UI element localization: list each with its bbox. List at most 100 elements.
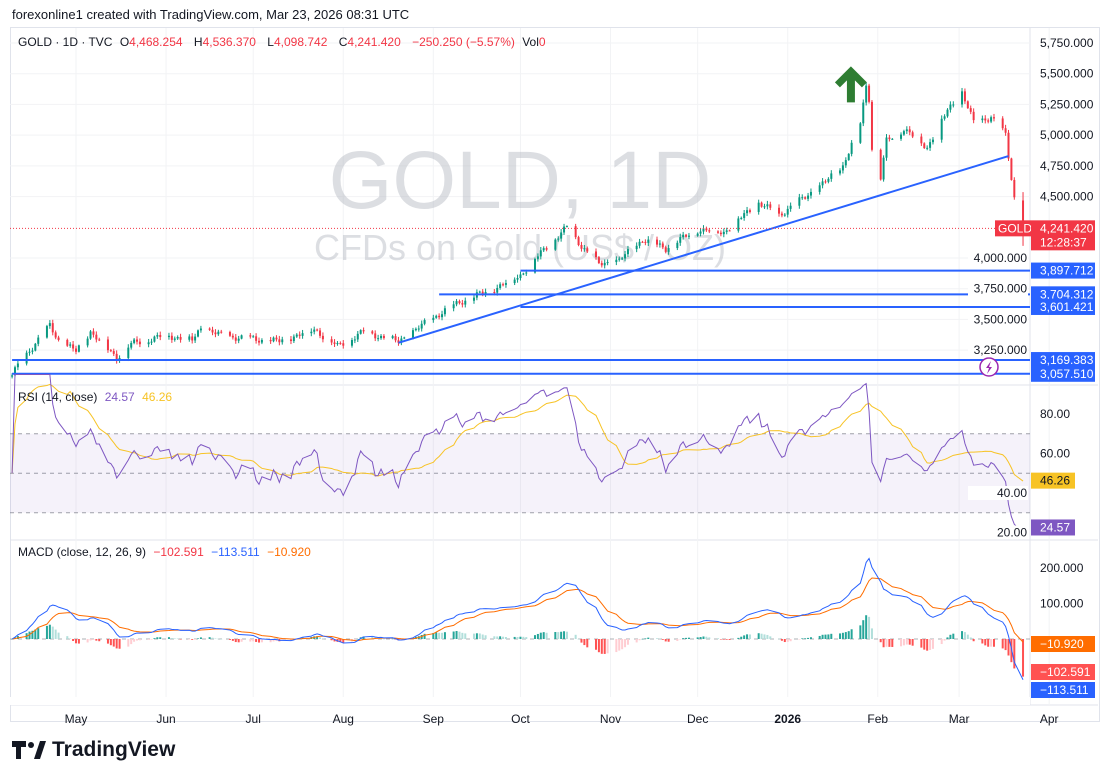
macd-histogram-bar [844, 632, 847, 639]
macd-histogram-bar [992, 639, 995, 647]
candle-body [560, 232, 563, 239]
candle-body [638, 241, 641, 246]
macd-histogram-bar [865, 615, 868, 639]
level-price-tag [1031, 286, 1095, 303]
macd-histogram-bar [179, 639, 182, 640]
candle-body [214, 332, 217, 335]
macd-histogram-bar [929, 639, 932, 650]
candle-body [464, 300, 467, 305]
candle-body [252, 336, 255, 338]
macd-histogram-bar [173, 638, 176, 639]
candle-body [272, 337, 275, 342]
macd-histogram-bar [606, 639, 609, 654]
candle-body [574, 226, 577, 238]
macd-histogram-bar [626, 639, 629, 645]
macd-histogram-bar [153, 638, 156, 639]
candle-body [821, 181, 824, 186]
price-axis-tick: 3,250.000 [974, 343, 1028, 357]
candle-body [545, 248, 548, 250]
candle-body [150, 341, 153, 343]
macd-histogram-bar [931, 639, 934, 649]
candle-body [167, 335, 170, 338]
candle-body [1007, 132, 1010, 159]
macd-signal-value: −10.920 [267, 545, 311, 559]
candle-body [952, 104, 955, 106]
macd-line-tag [1031, 682, 1095, 698]
macd-histogram-bar [504, 637, 507, 639]
rsi-ma-line [11, 383, 1024, 482]
macd-histogram-bar [885, 639, 888, 647]
candle-body [644, 241, 647, 243]
macd-histogram-bar [667, 639, 670, 642]
macd-histogram-bar [31, 630, 34, 639]
macd-signal-tag [1031, 636, 1095, 652]
rsi-title[interactable]: RSI (14, close) [18, 390, 98, 404]
macd-histogram-bar [496, 636, 499, 639]
candle-body [231, 335, 234, 338]
macd-histogram-bar [920, 639, 923, 648]
macd-legend: MACD (close, 12, 26, 9) −102.591 −113.51… [18, 545, 315, 559]
macd-histogram-bar [850, 629, 853, 639]
macd-histogram-bar [441, 632, 444, 639]
macd-histogram-bar [432, 632, 435, 639]
macd-histogram-bar [475, 633, 478, 639]
macd-histogram-bar [333, 639, 336, 642]
macd-histogram-bar [519, 636, 522, 639]
macd-histogram-bar [249, 639, 252, 642]
time-axis-tick: Aug [333, 712, 354, 726]
macd-histogram-bar [908, 639, 911, 645]
candle-body [356, 333, 359, 340]
price-axis-tick: 4,750.000 [1040, 159, 1094, 173]
tradingview-logo[interactable]: TradingView [12, 738, 175, 762]
macd-histogram-bar [461, 632, 464, 639]
macd-histogram-bar [138, 639, 141, 641]
candle-body [504, 283, 507, 285]
macd-histogram-bar [176, 638, 179, 640]
macd-histogram-bar [859, 625, 862, 639]
candle-body [563, 226, 566, 233]
watermark-title: GOLD, 1D [329, 135, 712, 226]
macd-histogram-bar [220, 638, 223, 640]
high-value: 4,536.370 [202, 35, 256, 49]
macd-histogram-bar [676, 639, 679, 641]
macd-hist-value: −102.591 [153, 545, 204, 559]
symbol-label[interactable]: GOLD · 1D · TVC [18, 35, 113, 49]
candle-body [699, 231, 702, 234]
macd-histogram-bar [45, 625, 48, 639]
lightning-icon[interactable] [979, 357, 999, 377]
macd-histogram-bar [214, 638, 217, 640]
candle-body [499, 284, 502, 288]
macd-histogram-bar [54, 629, 57, 639]
candle-body [905, 129, 908, 132]
macd-histogram-bar [272, 639, 275, 642]
macd-hist-tag-label: −102.591 [1040, 665, 1091, 679]
candle-body [432, 317, 435, 321]
candle-body [112, 351, 115, 354]
candle-body [377, 338, 380, 340]
candle-body [862, 102, 865, 124]
candle-body [380, 335, 383, 339]
macd-histogram-bar [228, 639, 231, 640]
candle-body [586, 248, 589, 252]
candle-body [86, 338, 89, 346]
candle-body [830, 173, 833, 179]
macd-histogram-bar [533, 635, 536, 639]
macd-histogram-bar [136, 639, 139, 641]
candle-body [798, 197, 801, 206]
time-axis-tick: Jul [246, 712, 261, 726]
macd-histogram-bar [746, 634, 749, 639]
candle-body [868, 85, 871, 102]
macd-histogram-bar [563, 631, 566, 639]
macd-histogram-bar [615, 639, 618, 653]
price-axis-tick-background [968, 312, 1028, 327]
macd-histogram-bar [150, 639, 153, 640]
macd-histogram-bar [502, 636, 505, 639]
price-axis-tick: 5,500.000 [1040, 67, 1094, 81]
level-price-tag [1031, 262, 1095, 279]
candle-body [278, 339, 281, 343]
macd-histogram-bar [252, 639, 255, 642]
macd-title[interactable]: MACD (close, 12, 26, 9) [18, 545, 147, 559]
macd-histogram-bar [868, 616, 871, 639]
macd-histogram-bar [725, 639, 728, 640]
